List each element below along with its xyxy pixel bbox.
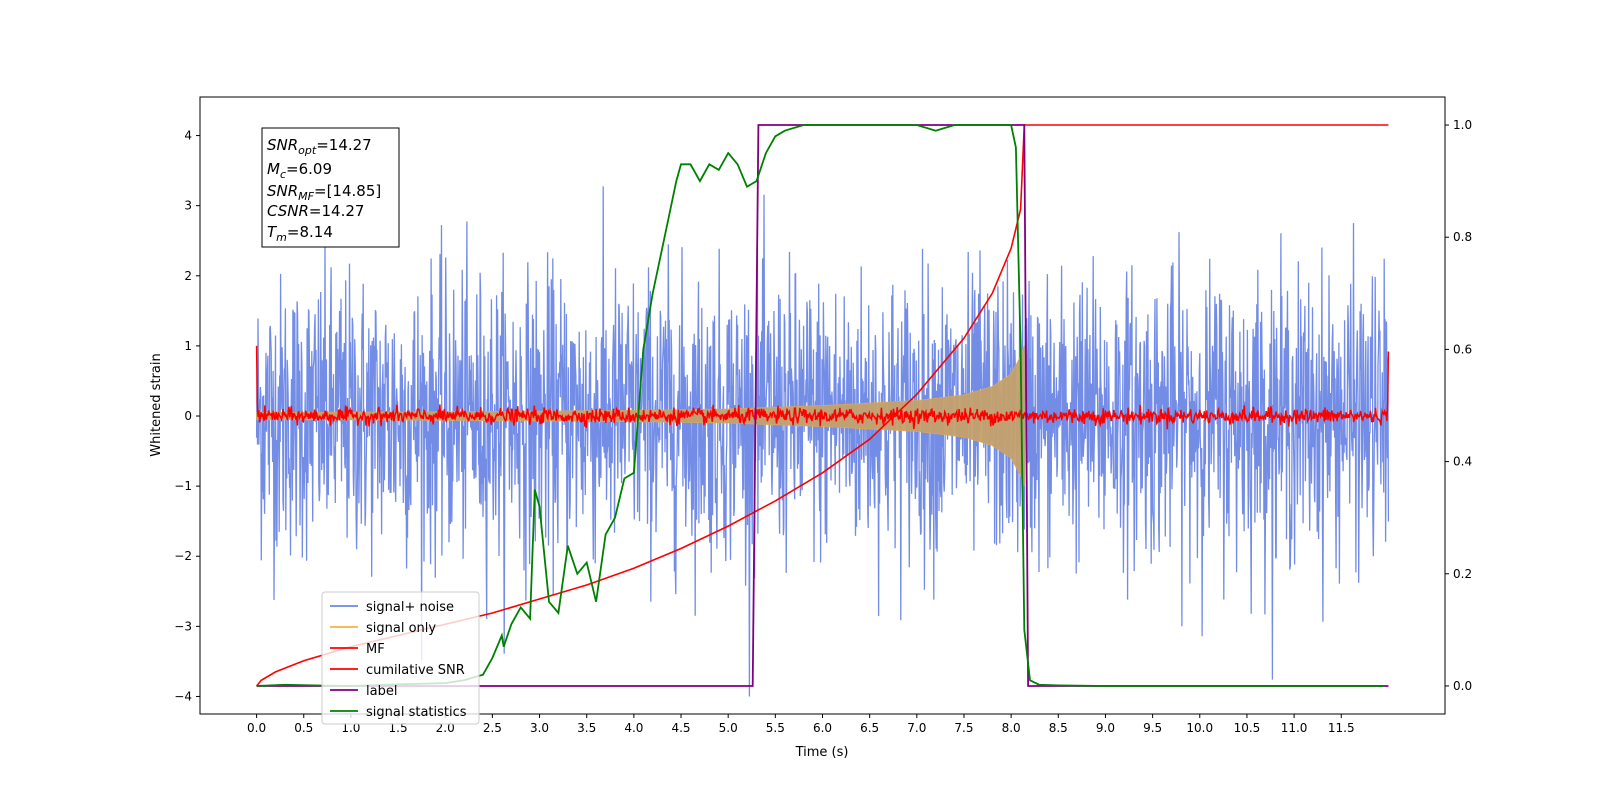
- y-tick-label-left: 4: [184, 129, 192, 143]
- svg-text:SNRMF=[14.85]: SNRMF=[14.85]: [267, 182, 381, 203]
- y-tick-label-left: 2: [184, 269, 192, 283]
- x-tick-label: 8.0: [1002, 721, 1021, 735]
- x-tick-label: 10.5: [1234, 721, 1261, 735]
- legend-label: signal statistics: [366, 705, 467, 720]
- y-tick-label-right: 0.4: [1453, 455, 1472, 469]
- x-tick-label: 3.0: [530, 721, 549, 735]
- y-tick-label-left: −2: [174, 549, 192, 563]
- y-tick-label-right: 0.2: [1453, 567, 1472, 581]
- x-tick-label: 6.5: [860, 721, 879, 735]
- x-tick-label: 3.5: [577, 721, 596, 735]
- x-tick-label: 10.0: [1186, 721, 1213, 735]
- y-tick-label-left: 3: [184, 199, 192, 213]
- svg-text:Tm=8.14: Tm=8.14: [267, 223, 333, 244]
- stats-tm: =8.14: [287, 223, 333, 241]
- x-tick-label: 0.0: [247, 721, 266, 735]
- x-tick-label: 4.0: [624, 721, 643, 735]
- x-tick-label: 9.0: [1096, 721, 1115, 735]
- x-tick-label: 7.0: [907, 721, 926, 735]
- x-axis-label: Time (s): [795, 745, 849, 760]
- stats-snr-mf: =[14.85]: [314, 182, 381, 200]
- x-tick-label: 0.5: [294, 721, 313, 735]
- series-mf: [255, 345, 1390, 430]
- x-tick-label: 6.0: [813, 721, 832, 735]
- x-tick-label: 5.5: [766, 721, 785, 735]
- y-tick-label-left: 1: [184, 339, 192, 353]
- svg-text:SNRopt=14.27: SNRopt=14.27: [267, 136, 372, 157]
- y-tick-label-right: 0.8: [1453, 230, 1472, 244]
- x-tick-label: 11.0: [1281, 721, 1308, 735]
- x-tick-label: 5.0: [719, 721, 738, 735]
- legend-label: MF: [366, 642, 385, 657]
- stats-mc: =6.09: [286, 160, 332, 178]
- y-tick-label-left: −3: [174, 619, 192, 633]
- legend: signal+ noise signal only MF cumilative SNR…: [321, 591, 480, 725]
- legend-label: signal+ noise: [366, 600, 454, 615]
- x-tick-label: 4.5: [671, 721, 690, 735]
- svg-text:Mc=6.09: Mc=6.09: [267, 160, 332, 181]
- stats-snr-opt: =14.27: [316, 136, 372, 154]
- series-signal-statistics: [256, 124, 1384, 687]
- svg-text:CSNR=14.27: CSNR=14.27: [267, 202, 364, 220]
- legend-label: signal only: [366, 621, 436, 636]
- x-tick-label: 8.5: [1049, 721, 1068, 735]
- x-tick-label: 7.5: [954, 721, 973, 735]
- x-tick-label: 2.5: [483, 721, 502, 735]
- x-tick-label: 11.5: [1328, 721, 1355, 735]
- stats-box: SNRopt=14.27 Mc=6.09 SNRMF=[14.85] CSNR=…: [261, 127, 400, 248]
- y-axis-label-left: Whitened strain: [149, 353, 164, 456]
- y-tick-label-left: −1: [174, 479, 192, 493]
- legend-label: label: [366, 684, 397, 699]
- stats-csnr: =14.27: [309, 202, 365, 220]
- y-tick-label-right: 1.0: [1453, 118, 1472, 132]
- legend-label: cumilative SNR: [366, 663, 465, 678]
- y-tick-label-left: 0: [184, 409, 192, 423]
- y-tick-label-right: 0.0: [1453, 679, 1472, 693]
- y-tick-label-right: 0.6: [1453, 342, 1472, 356]
- x-tick-label: 9.5: [1143, 721, 1162, 735]
- y-tick-label-left: −4: [174, 689, 192, 703]
